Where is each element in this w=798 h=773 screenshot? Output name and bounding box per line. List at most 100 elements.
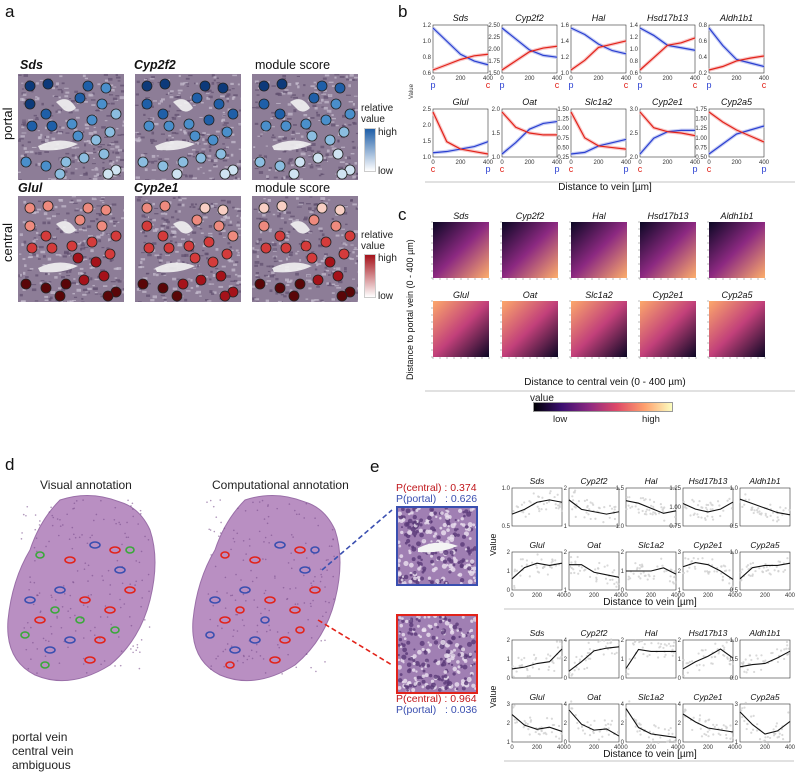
cell-spot bbox=[159, 200, 171, 212]
tissue-texture bbox=[278, 242, 281, 245]
tissue-texture bbox=[273, 260, 277, 263]
tissue-texture bbox=[233, 529, 235, 532]
ambiguous-outline bbox=[35, 551, 45, 559]
vein-outline bbox=[205, 631, 215, 639]
x-tick-label: 200 bbox=[593, 76, 604, 82]
tissue-texture bbox=[269, 265, 274, 268]
data-point bbox=[684, 557, 687, 560]
tissue-texture bbox=[324, 600, 327, 603]
tissue-texture bbox=[226, 89, 232, 91]
tissue-texture bbox=[178, 74, 181, 78]
patch-texture bbox=[472, 576, 476, 580]
patch-texture bbox=[474, 579, 476, 583]
data-point bbox=[609, 578, 612, 582]
tissue-texture bbox=[106, 114, 112, 117]
tissue-texture bbox=[137, 133, 142, 135]
data-point bbox=[613, 569, 616, 572]
tissue-texture bbox=[236, 221, 240, 223]
tissue-texture bbox=[282, 117, 286, 121]
patch-texture bbox=[430, 509, 434, 512]
x-tick-label: 400 bbox=[728, 745, 739, 751]
tissue-texture bbox=[160, 294, 166, 297]
data-point bbox=[706, 515, 709, 518]
tissue-texture bbox=[110, 623, 112, 626]
tissue-texture bbox=[252, 501, 254, 504]
patch-texture bbox=[413, 576, 417, 581]
data-point bbox=[699, 727, 702, 730]
data-point bbox=[739, 571, 742, 574]
data-point bbox=[663, 570, 666, 573]
tissue-texture bbox=[345, 223, 348, 226]
tissue-texture bbox=[65, 132, 70, 134]
tissue-texture bbox=[75, 168, 78, 170]
data-point bbox=[741, 568, 744, 571]
tissue-texture bbox=[162, 297, 167, 299]
data-point bbox=[634, 505, 637, 508]
data-point bbox=[593, 719, 596, 722]
tissue-texture bbox=[151, 169, 157, 171]
y-tick-label: 2 bbox=[507, 638, 511, 644]
tissue-texture bbox=[252, 250, 257, 254]
tissue-texture bbox=[34, 98, 40, 101]
data-point bbox=[704, 648, 707, 652]
tissue-texture bbox=[138, 138, 142, 142]
tissue-texture bbox=[107, 103, 110, 105]
tissue-texture bbox=[196, 290, 202, 294]
patch-texture bbox=[427, 576, 432, 580]
series-portal-line bbox=[501, 27, 558, 58]
data-point bbox=[661, 564, 664, 567]
tissue-texture bbox=[59, 518, 61, 521]
tissue-texture bbox=[177, 245, 183, 247]
tissue-texture bbox=[322, 156, 326, 160]
end-label-left: p bbox=[637, 80, 642, 90]
tissue-texture bbox=[113, 224, 116, 227]
data-point bbox=[602, 521, 605, 524]
patch-texture bbox=[399, 645, 403, 649]
data-point bbox=[764, 736, 767, 739]
cell-spot bbox=[157, 230, 169, 242]
tissue-texture bbox=[259, 230, 263, 234]
tissue-texture bbox=[328, 81, 334, 84]
data-point bbox=[587, 513, 590, 516]
tissue-texture bbox=[93, 147, 96, 151]
tissue-texture bbox=[225, 137, 231, 139]
data-point bbox=[512, 706, 515, 709]
data-point bbox=[745, 565, 748, 568]
data-point bbox=[628, 700, 631, 703]
tissue-texture bbox=[319, 580, 322, 583]
data-point bbox=[608, 516, 611, 519]
cell-spot bbox=[86, 114, 98, 126]
y-tick-label: 0.5 bbox=[502, 524, 511, 530]
tissue-texture bbox=[292, 536, 294, 538]
heatmap-title: Cyp2a5 bbox=[721, 290, 753, 300]
tissue-texture bbox=[135, 649, 137, 652]
tissue-texture bbox=[61, 605, 64, 608]
tissue-texture bbox=[55, 86, 58, 88]
tissue-texture bbox=[154, 213, 159, 215]
tissue-texture bbox=[273, 256, 277, 260]
data-point bbox=[648, 575, 651, 578]
data-point bbox=[687, 557, 690, 561]
tissue-texture bbox=[216, 77, 219, 79]
tissue-texture bbox=[310, 143, 316, 146]
tissue-texture bbox=[230, 548, 232, 551]
tissue-texture bbox=[260, 612, 262, 615]
tissue-texture bbox=[187, 133, 192, 136]
y-tick-label: 1 bbox=[564, 524, 568, 530]
tissue-texture bbox=[199, 255, 204, 257]
tissue-texture bbox=[81, 256, 87, 258]
cell-spot bbox=[141, 220, 153, 232]
tissue-texture bbox=[48, 511, 51, 513]
tissue-texture bbox=[282, 74, 287, 78]
tissue-texture bbox=[22, 271, 26, 275]
tissue-texture bbox=[118, 175, 121, 177]
tissue-texture bbox=[33, 581, 36, 584]
y-tick-label: 1.2 bbox=[423, 23, 432, 29]
tissue-texture bbox=[162, 222, 168, 225]
tissue-texture bbox=[226, 99, 229, 103]
vessel-portal bbox=[290, 221, 310, 234]
tissue-texture bbox=[73, 128, 78, 131]
patch-texture bbox=[421, 685, 425, 689]
data-point bbox=[706, 570, 709, 573]
data-point bbox=[513, 584, 516, 588]
